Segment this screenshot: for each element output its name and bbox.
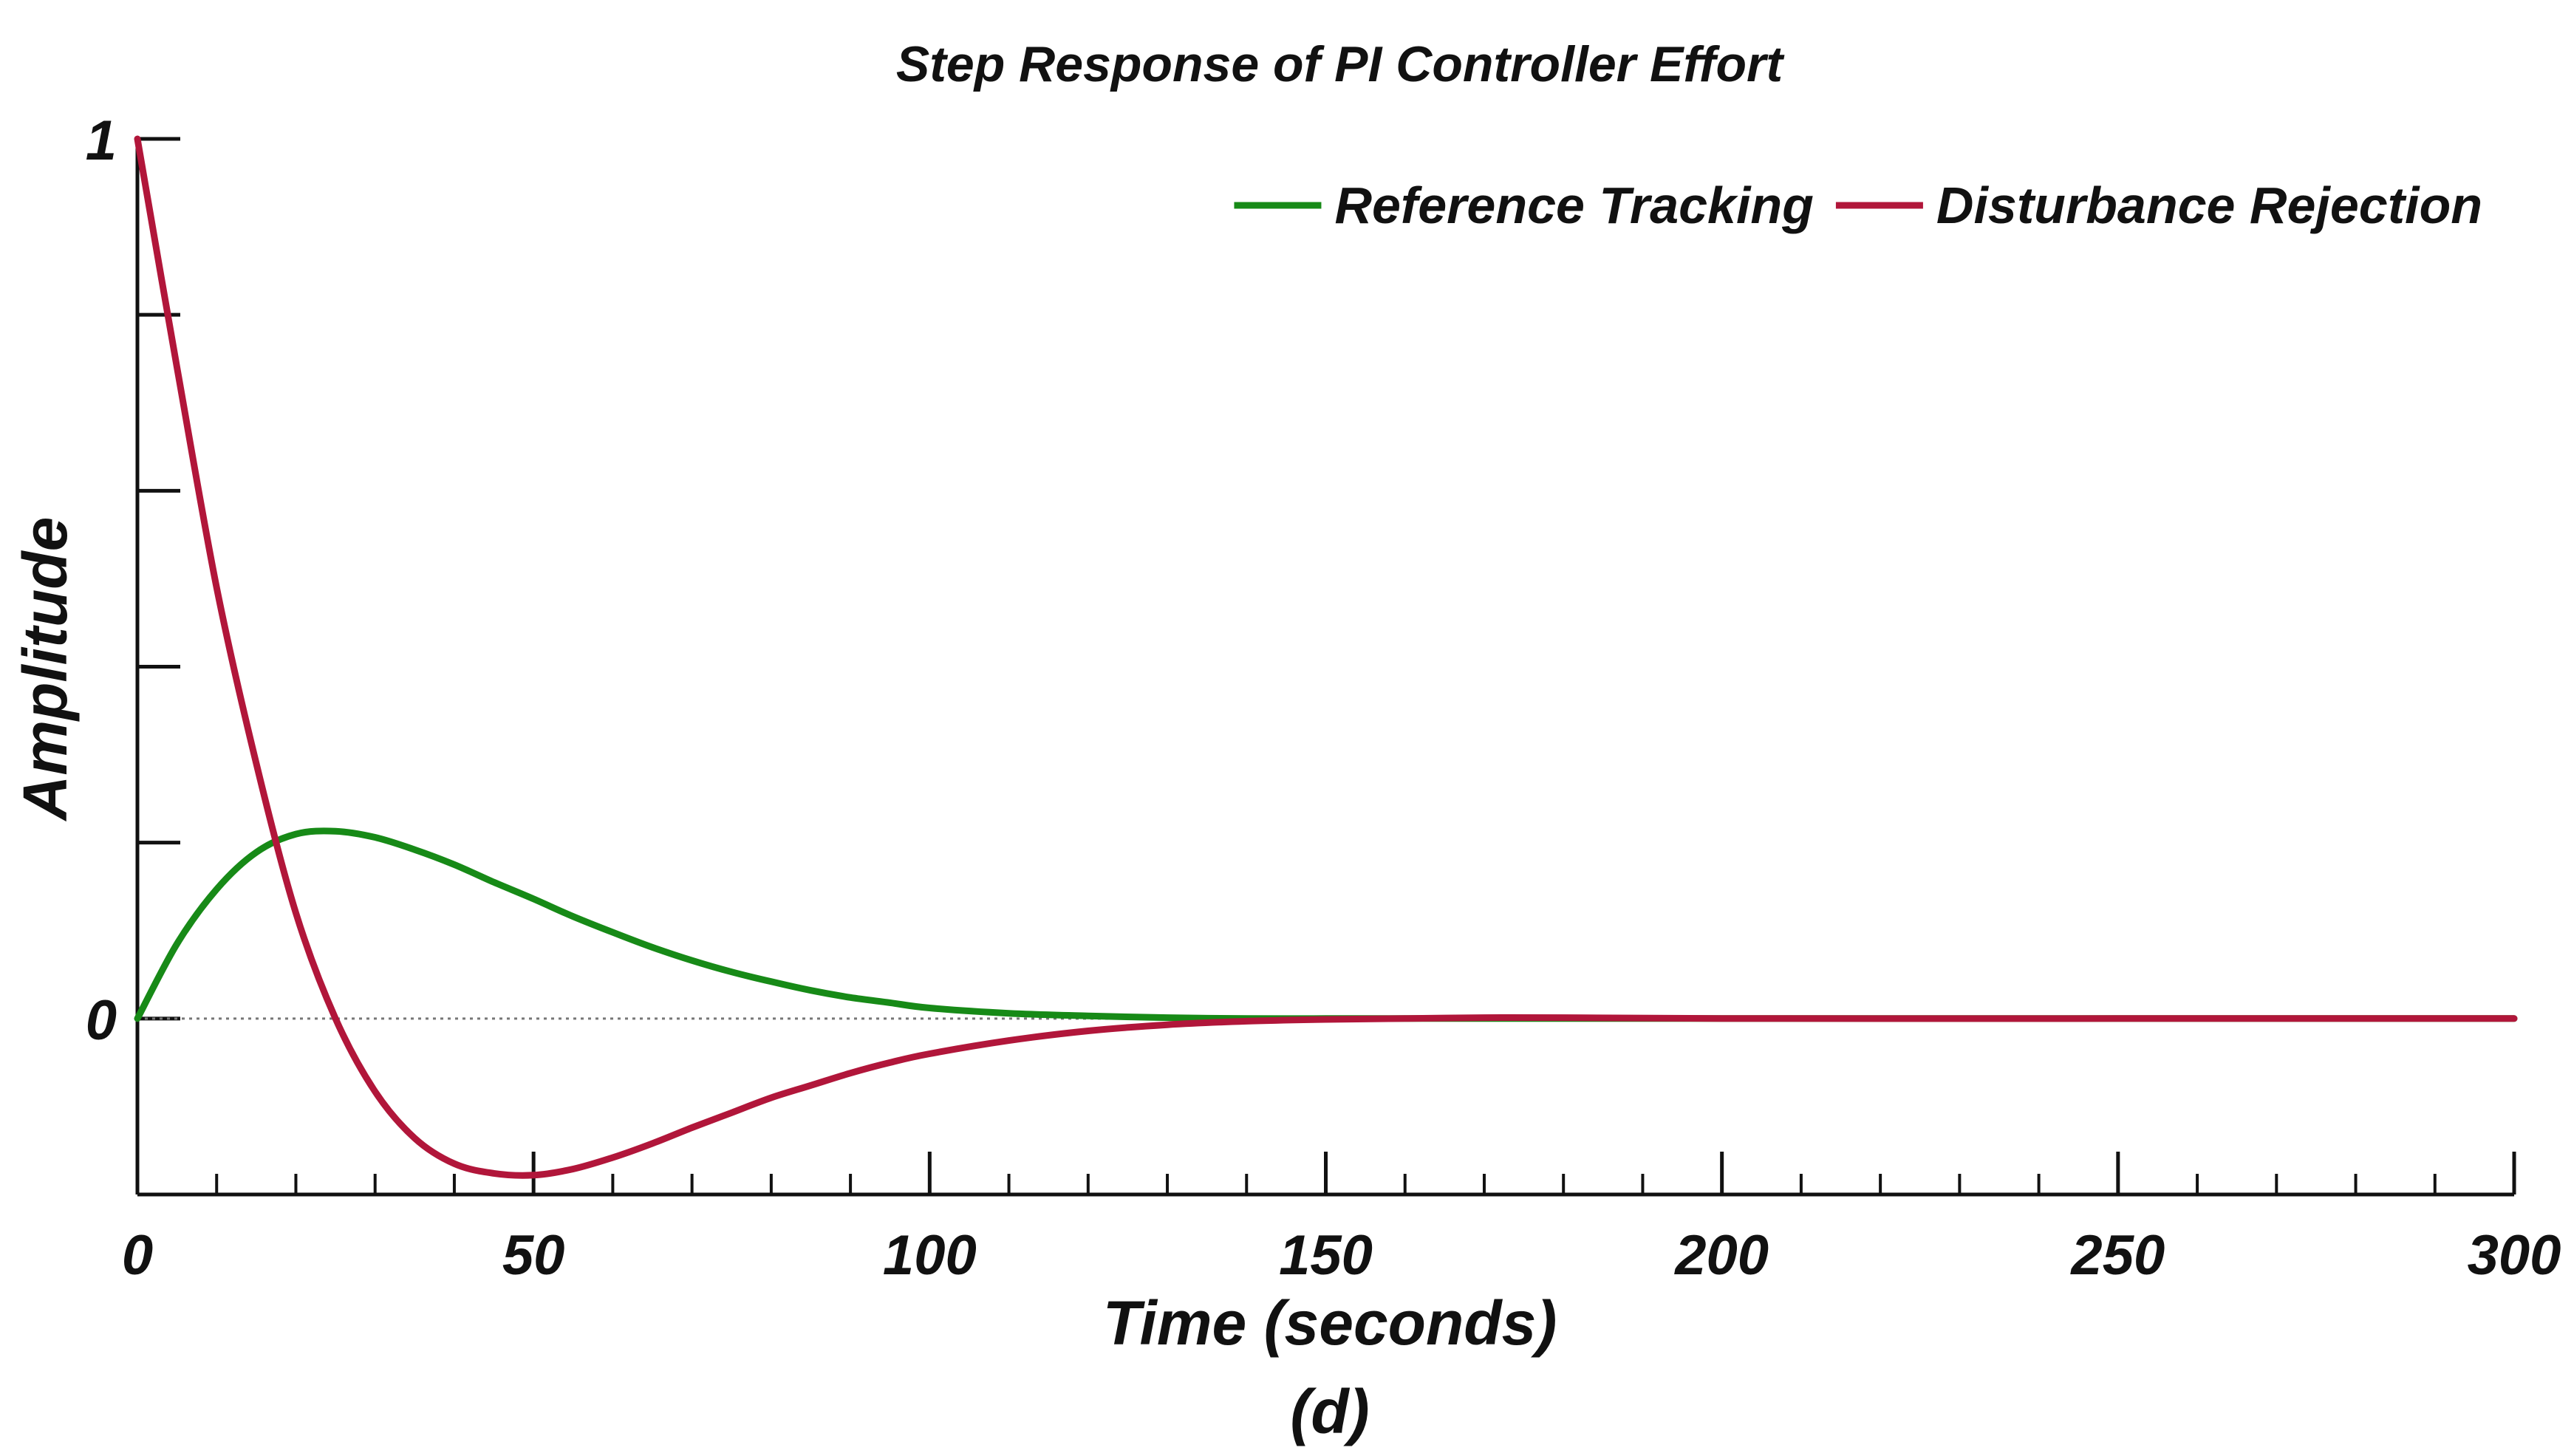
- y-tick-label: 1: [86, 109, 117, 172]
- y-tick-label: 0: [86, 989, 117, 1052]
- x-tick-label: 200: [1673, 1224, 1769, 1287]
- chart-title: Step Response of PI Controller Effort: [896, 36, 1785, 92]
- x-tick-label: 0: [122, 1224, 153, 1287]
- axes: [135, 139, 2514, 1197]
- x-tick-label: 150: [1279, 1224, 1373, 1287]
- legend: Reference Tracking Disturbance Rejection: [1234, 177, 2482, 234]
- figure-caption: (d): [1290, 1377, 1369, 1446]
- series-lines: [134, 135, 2518, 1179]
- x-tick-label: 300: [2468, 1224, 2561, 1287]
- x-tick-label: 250: [2069, 1224, 2165, 1287]
- y-axis-label: Amplitude: [10, 517, 80, 822]
- series-line-reference-tracking: [134, 827, 2518, 1022]
- x-axis-label: Time (seconds): [1103, 1288, 1557, 1358]
- legend-label-reference-tracking: Reference Tracking: [1334, 177, 1813, 234]
- legend-label-disturbance-rejection: Disturbance Rejection: [1936, 177, 2482, 234]
- ticks: 0 50 100 150 200 250 300 0 1: [86, 109, 2561, 1287]
- x-tick-label: 100: [883, 1224, 977, 1287]
- series-line-disturbance-rejection: [134, 135, 2518, 1179]
- x-tick-label: 50: [502, 1224, 565, 1287]
